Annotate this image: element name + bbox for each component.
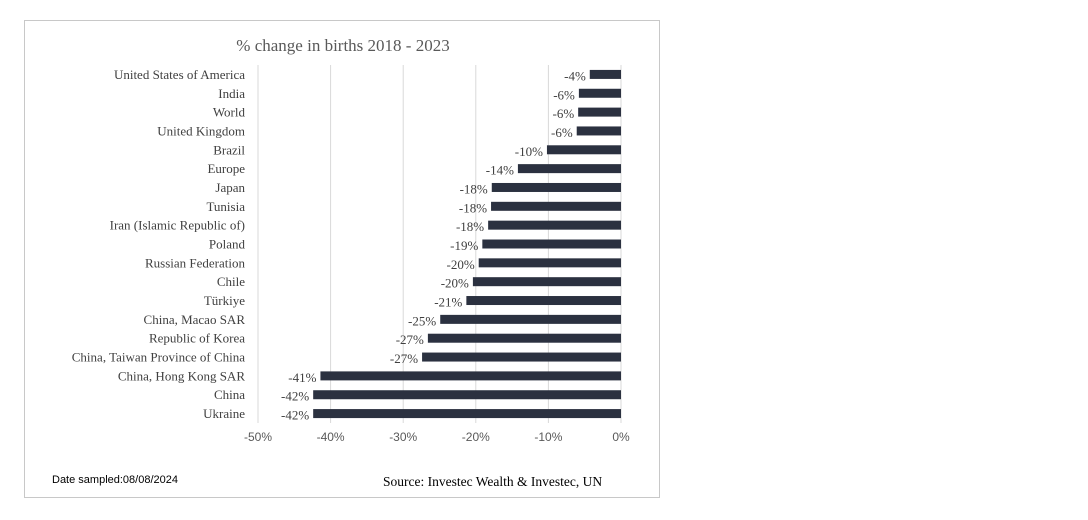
x-tick-label: -50% — [244, 430, 272, 444]
bar — [427, 333, 621, 343]
data-label: -18% — [459, 200, 487, 215]
category-label: Chile — [217, 274, 245, 289]
data-label: -19% — [450, 238, 478, 253]
category-label: China, Macao SAR — [144, 312, 246, 327]
category-label: United States of America — [114, 67, 245, 82]
category-label: Iran (Islamic Republic of) — [110, 218, 245, 233]
data-label: -6% — [553, 87, 575, 102]
chart-title: % change in births 2018 - 2023 — [236, 36, 449, 55]
x-tick-label: -10% — [534, 430, 562, 444]
x-tick-label: -40% — [317, 430, 345, 444]
x-tick-label: 0% — [612, 430, 630, 444]
date-sampled: Date sampled:08/08/2024 — [52, 474, 178, 486]
bar — [488, 220, 621, 230]
category-label: India — [218, 86, 245, 101]
category-label: China — [214, 387, 245, 402]
data-label: -42% — [281, 408, 309, 423]
x-tick-label: -30% — [389, 430, 417, 444]
data-label: -18% — [460, 181, 488, 196]
bar — [478, 258, 621, 268]
category-label: Russian Federation — [145, 255, 246, 270]
source-note: Source: Investec Wealth & Investec, UN — [383, 474, 603, 489]
category-label: Poland — [209, 237, 246, 252]
category-label: Türkiye — [204, 293, 245, 308]
category-label: Ukraine — [203, 406, 245, 421]
category-label: World — [213, 105, 246, 120]
data-label: -20% — [447, 257, 475, 272]
bar — [576, 126, 621, 136]
bar — [313, 390, 621, 400]
bar — [472, 277, 621, 287]
data-label: -20% — [441, 276, 469, 291]
category-label: Europe — [207, 161, 245, 176]
chart-frame: % change in births 2018 - 2023 -50% -40% -3… — [24, 20, 660, 498]
category-label: Tunisia — [206, 199, 245, 214]
data-label: -14% — [486, 163, 514, 178]
category-label: China, Hong Kong SAR — [118, 368, 245, 383]
category-label: Republic of Korea — [149, 331, 245, 346]
bar — [313, 409, 621, 419]
bar — [491, 182, 621, 192]
bar — [320, 371, 621, 381]
data-label: -25% — [408, 313, 436, 328]
bar — [422, 352, 621, 362]
category-label: Japan — [215, 180, 245, 195]
bar — [466, 296, 621, 306]
data-label: -27% — [390, 351, 418, 366]
bar — [491, 201, 621, 211]
category-label: China, Taiwan Province of China — [72, 350, 245, 365]
data-label: -18% — [456, 219, 484, 234]
bar — [578, 88, 621, 98]
data-label: -10% — [515, 144, 543, 159]
bar — [546, 145, 621, 155]
data-label: -6% — [551, 125, 573, 140]
category-label: United Kingdom — [157, 123, 245, 138]
bar — [578, 107, 621, 117]
category-label: Brazil — [213, 142, 245, 157]
data-label: -42% — [281, 389, 309, 404]
bar — [517, 164, 621, 174]
data-label: -41% — [288, 370, 316, 385]
bar — [440, 314, 621, 324]
data-label: -21% — [434, 295, 462, 310]
bar-chart: % change in births 2018 - 2023 -50% -40% -3… — [72, 36, 630, 444]
data-label: -6% — [552, 106, 574, 121]
x-tick-label: -20% — [462, 430, 490, 444]
data-label: -27% — [396, 332, 424, 347]
bar — [482, 239, 621, 249]
data-label: -4% — [564, 68, 586, 83]
bar — [589, 69, 621, 79]
